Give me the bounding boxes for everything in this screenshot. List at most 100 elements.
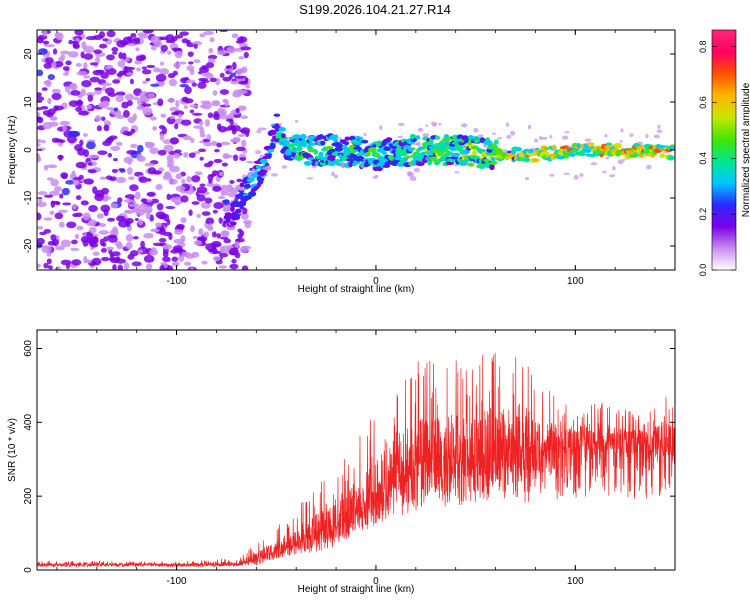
- noise-blob: [193, 59, 201, 63]
- noise-blob: [75, 106, 83, 112]
- noise-blob: [76, 225, 84, 231]
- halo-blob: [541, 136, 548, 140]
- noise-blob: [152, 126, 158, 131]
- noise-blob: [72, 40, 79, 49]
- noise-blob: [165, 40, 176, 44]
- noise-blob: [146, 64, 156, 69]
- signal-blob: [489, 164, 495, 171]
- noise-blob: [101, 256, 110, 262]
- noise-blob: [189, 138, 195, 143]
- signal-blob: [313, 149, 319, 155]
- noise-blob: [123, 66, 128, 74]
- noise-blob: [116, 243, 124, 250]
- noise-blob: [98, 230, 110, 235]
- spectrogram-x-label: Height of straight line (km): [298, 284, 415, 295]
- noise-blob: [198, 228, 204, 236]
- noise-blob: [179, 31, 189, 36]
- noise-blob: [180, 235, 186, 242]
- noise-blob: [58, 221, 65, 228]
- noise-blob: [189, 267, 195, 270]
- noise-blob: [238, 56, 245, 60]
- y-tick-label: 0: [23, 147, 34, 153]
- halo-blob: [619, 140, 623, 143]
- noise-blob: [107, 152, 113, 158]
- noise-blob: [103, 124, 110, 132]
- noise-blob: [171, 256, 179, 262]
- noise-blob: [50, 178, 59, 187]
- noise-blob: [240, 212, 249, 220]
- y-tick-label: 10: [23, 96, 34, 108]
- noise-blob: [115, 114, 125, 119]
- noise-blob: [140, 240, 146, 249]
- signal-blob: [343, 141, 350, 146]
- noise-blob: [174, 50, 183, 59]
- noise-blob: [205, 72, 214, 79]
- signal-blob: [429, 138, 434, 144]
- noise-blob: [37, 92, 42, 97]
- noise-blob: [54, 245, 65, 251]
- noise-blob: [223, 154, 234, 158]
- noise-blob: [95, 115, 102, 122]
- noise-blob: [211, 101, 221, 107]
- noise-blob: [152, 170, 162, 175]
- noise-blob: [171, 47, 182, 52]
- signal-blob: [296, 146, 303, 152]
- noise-blob: [66, 135, 77, 144]
- noise-blob: [218, 253, 229, 258]
- x-tick-label: 100: [567, 576, 584, 587]
- noise-blob: [115, 94, 125, 103]
- noise-blob: [46, 258, 52, 265]
- noise-blob: [70, 247, 80, 252]
- halo-blob: [646, 164, 652, 170]
- signal-blob: [259, 158, 268, 164]
- noise-blob: [229, 263, 239, 270]
- halo-blob: [617, 159, 624, 165]
- signal-blob: [279, 136, 288, 141]
- signal-blob: [599, 153, 604, 158]
- halo-blob: [527, 124, 532, 130]
- noise-blob: [60, 259, 72, 266]
- noise-blob: [54, 212, 64, 220]
- noise-blob: [125, 209, 132, 214]
- noise-blob: [216, 123, 222, 131]
- x-tick-label: -100: [167, 276, 187, 287]
- signal-blob: [423, 151, 431, 155]
- colorbar-ticks: 0.0 0.2 0.4 0.6 0.8: [698, 40, 736, 276]
- noise-blob: [116, 215, 126, 222]
- noise-blob: [180, 217, 187, 224]
- noise-blob: [58, 139, 66, 144]
- noise-blob: [89, 62, 99, 66]
- noise-blob: [218, 265, 228, 269]
- noise-blob: [230, 80, 240, 85]
- noise-blob: [178, 255, 185, 262]
- noise-blob: [70, 90, 81, 96]
- noise-blob: [126, 72, 134, 76]
- noise-blob: [74, 30, 84, 36]
- noise-blob: [37, 139, 43, 144]
- noise-blob: [174, 228, 184, 235]
- noise-blob: [128, 176, 135, 180]
- signal-blob: [226, 206, 232, 212]
- signal-blob: [467, 162, 475, 167]
- noise-blob: [227, 192, 238, 198]
- noise-blob: [173, 152, 181, 159]
- noise-blob: [233, 154, 239, 162]
- noise-blob: [137, 144, 144, 153]
- noise-blob: [65, 180, 75, 185]
- noise-blob: [213, 158, 223, 164]
- noise-blob: [199, 33, 206, 38]
- noise-blob: [65, 60, 72, 66]
- noise-blob: [238, 80, 249, 85]
- signal-blob: [267, 153, 272, 159]
- noise-blob: [217, 195, 226, 200]
- noise-blob: [184, 86, 192, 95]
- noise-blob: [72, 179, 80, 186]
- noise-blob: [115, 91, 126, 96]
- noise-blob: [218, 171, 224, 177]
- signal-blob: [408, 147, 413, 152]
- halo-blob: [533, 138, 539, 143]
- noise-blob: [101, 116, 106, 122]
- noise-blob: [73, 177, 82, 181]
- noise-blob: [98, 223, 107, 228]
- noise-blob: [216, 233, 222, 239]
